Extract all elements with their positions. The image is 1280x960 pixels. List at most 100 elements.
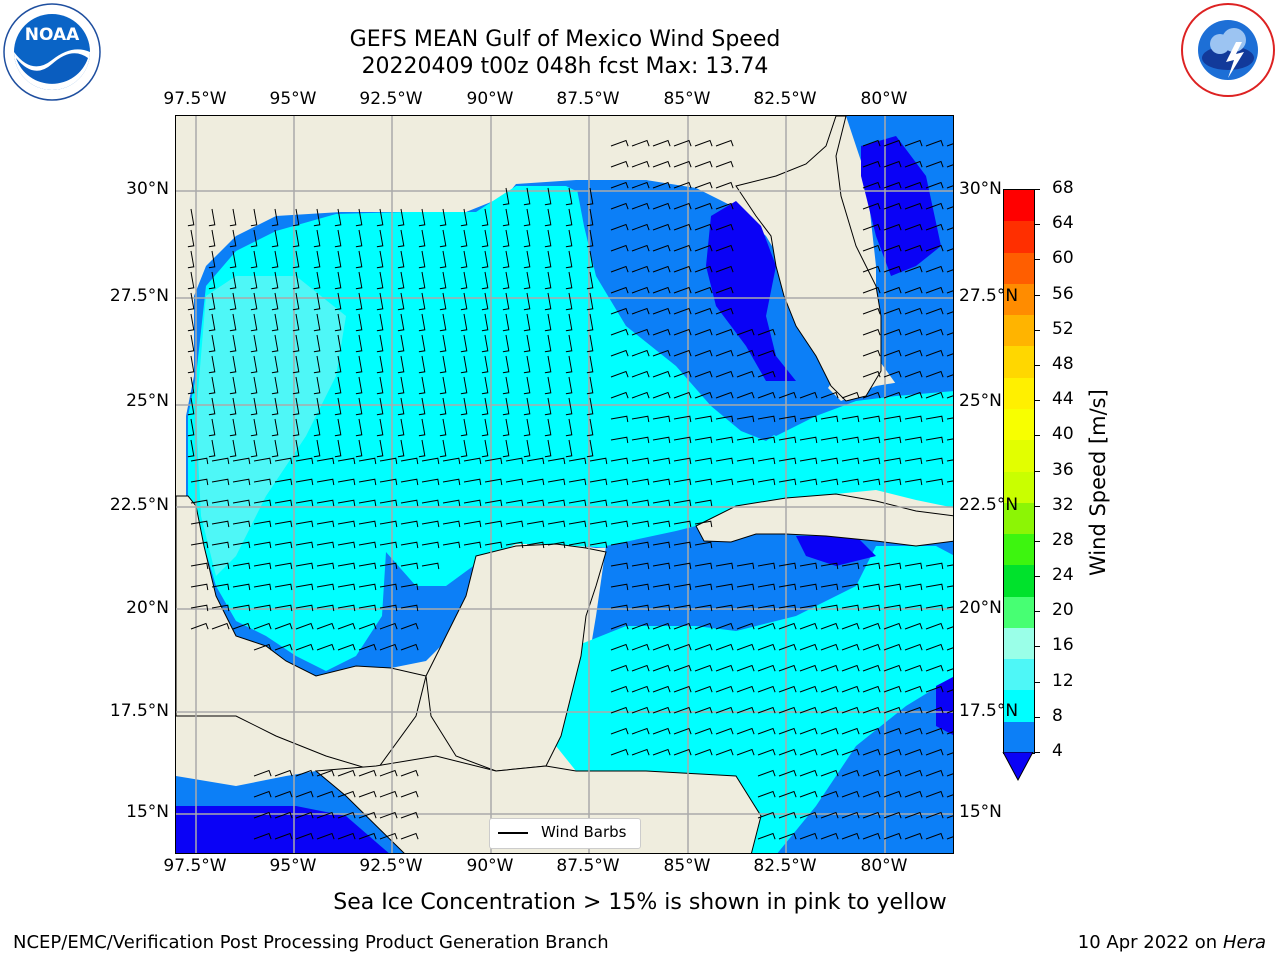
wind-barb [481,334,489,353]
wind-barb [271,376,279,395]
wind-barb [274,790,293,798]
wind-barb [925,685,944,693]
wind-barb [355,250,363,269]
wind-barb [652,604,671,612]
wind-barb [190,622,209,630]
wind-barb [694,664,713,672]
wind-barb [778,478,797,486]
wind-barb [610,727,629,735]
wind-barb [439,250,447,269]
wind-barb [715,457,734,465]
wind-barb [463,499,482,507]
wind-barb [841,583,860,591]
wind-barb [547,541,566,549]
wind-barb [208,271,216,290]
wind-barb [862,769,881,777]
wind-barb [673,202,692,210]
wind-barb [232,478,251,486]
chart-title: GEFS MEAN Gulf of Mexico Wind Speed [349,27,781,52]
wind-barb [250,397,258,416]
wind-barb [253,583,272,591]
colorbar-tick-label: 48 [1052,353,1074,374]
wind-barb [946,374,953,378]
wind-barb [883,415,902,423]
wind-barb [484,520,503,528]
lat-label-right: 20°N [959,598,1002,618]
wind-barb [757,478,776,486]
wind-barb [820,562,839,570]
wind-barb [799,643,818,651]
wind-barb [715,415,734,423]
wind-barb [673,562,692,570]
wind-barb [355,397,363,416]
wind-barb [715,286,734,294]
wind-barb [253,769,272,777]
wind-barb [652,457,671,465]
lat-label-left: 30°N [126,179,169,199]
wind-barb [631,583,650,591]
wind-barb [862,181,881,189]
wind-barb [652,520,671,528]
wind-barb [547,499,566,507]
wind-barb [715,583,734,591]
wind-barb [652,223,671,231]
wind-barb [904,727,923,735]
wind-barb [418,439,426,458]
wind-barb [799,562,818,570]
wind-barb [841,643,860,651]
wind-barb [274,622,293,630]
wind-barb [694,583,713,591]
wind-barb [295,457,314,465]
wind-barb [883,391,902,399]
wind-barb [883,328,902,336]
wind-barb [610,478,629,486]
wind-barb [397,229,405,248]
colorbar-tick-label: 64 [1052,213,1074,234]
wind-barb [652,706,671,714]
wind-barb [631,685,650,693]
wind-barb [253,622,272,630]
wind-barb [568,457,587,465]
wind-barb [229,208,237,227]
wind-barb [631,415,650,423]
wind-barb [232,541,251,549]
wind-barb [715,604,734,612]
nws-logo [1178,0,1280,100]
wind-barb [397,292,405,311]
wind-barb [694,748,713,756]
wind-barb [883,223,902,231]
wind-barb [778,415,797,423]
wind-barb [295,541,314,549]
colorbar-tick-label: 12 [1052,670,1074,691]
wind-barb [946,227,953,231]
wind-barb [946,417,953,420]
wind-barb [946,143,953,147]
wind-barb [799,811,818,819]
wind-barb [337,499,356,507]
colorbar-tick-mark [1034,294,1040,296]
wind-barb [187,313,195,332]
wind-barb [904,436,923,444]
wind-barb [253,457,272,465]
wind-barb [904,181,923,189]
wind-barb [883,685,902,693]
pacific-calm-0-4 [176,806,389,853]
wind-barb [334,397,342,416]
colorbar-segment [1004,221,1034,254]
wind-barb [208,355,216,374]
wind-barb [610,685,629,693]
wind-barb [355,439,363,458]
wind-barb [610,391,629,399]
wind-barb [253,790,272,798]
wind-barb [799,832,818,840]
wind-barb [250,439,258,458]
wind-barb [925,139,944,147]
wind-barb [778,391,797,399]
wind-barb [757,643,776,651]
wind-barb [652,349,671,357]
wind-barb [460,397,468,416]
wind-barb [778,562,797,570]
wind-barb [652,181,671,189]
wind-barb [484,499,503,507]
wind-barb [337,790,356,798]
